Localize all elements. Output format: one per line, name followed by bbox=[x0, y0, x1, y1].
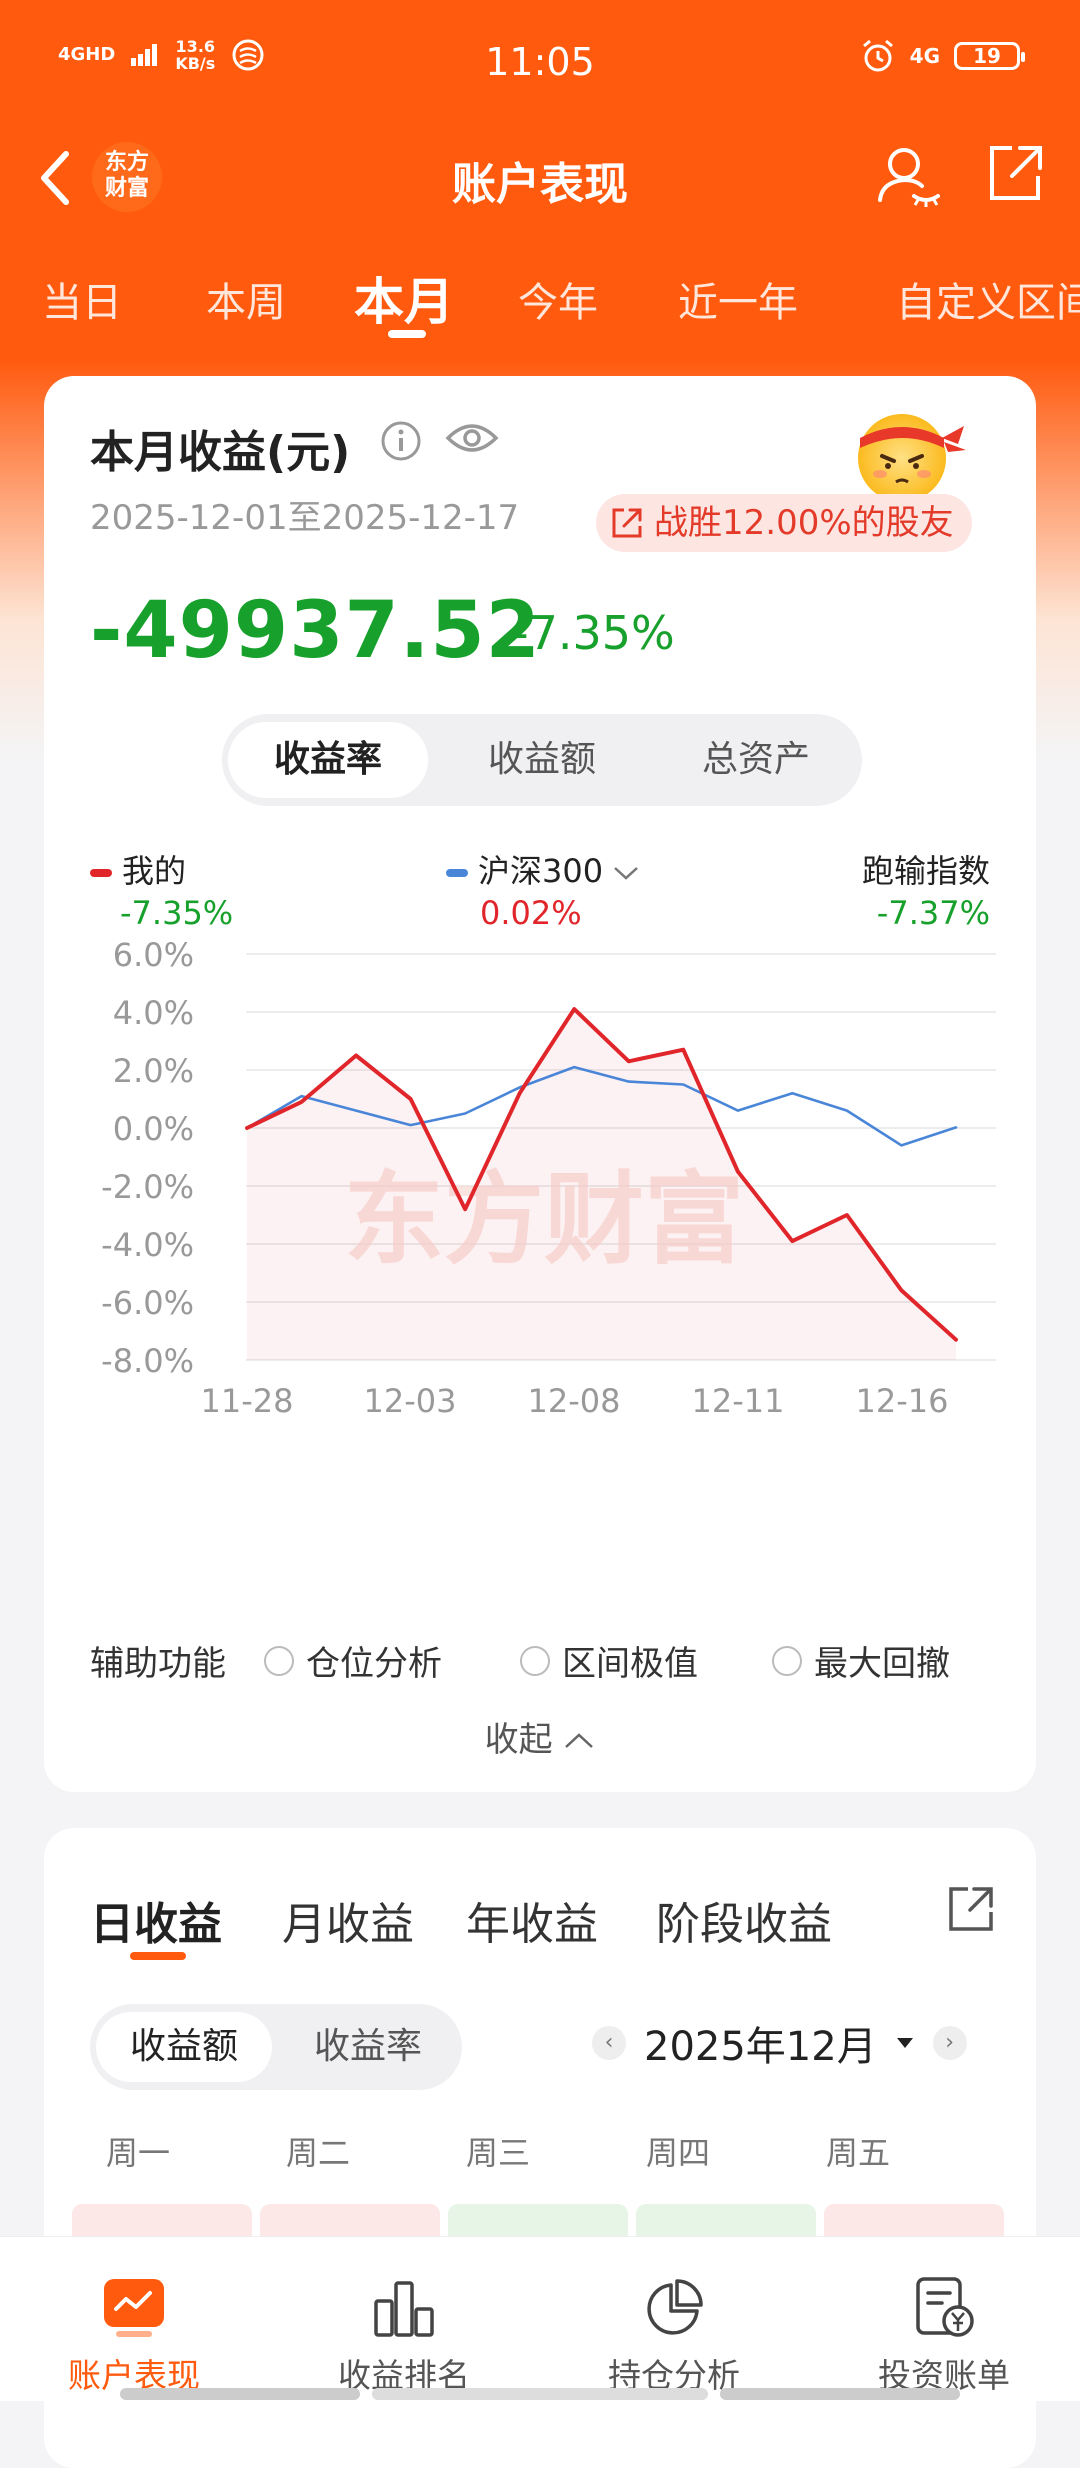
y-tick-label: -2.0% bbox=[101, 1168, 194, 1206]
status-bar: 4GHD 13.6 KB/s 11:05 4G 19 bbox=[0, 0, 1080, 120]
bottom-nav: 账户表现 收益排名 持仓分析 投资 bbox=[0, 2236, 1080, 2401]
y-tick-label: -4.0% bbox=[101, 1226, 194, 1264]
performance-chart: 6.0% 4.0% 2.0% 0.0% -2.0% -4.0% -6.0% -8.0%11-2… bbox=[44, 936, 1036, 1496]
radio-position[interactable] bbox=[264, 1646, 294, 1676]
x-tick-label: 12-03 bbox=[364, 1382, 457, 1420]
month-selector: ‹ 2025年12月 › bbox=[592, 2014, 967, 2072]
legend-mine-value: -7.35% bbox=[120, 894, 233, 932]
date-range: 2025-12-01至2025-12-17 bbox=[90, 490, 519, 539]
share-icon[interactable] bbox=[984, 142, 1046, 204]
beat-friends-badge[interactable]: 战胜12.00%的股友 bbox=[596, 494, 972, 552]
performance-icon bbox=[102, 2277, 166, 2339]
battery-indicator: 19 bbox=[954, 42, 1020, 70]
y-tick-label: 4.0% bbox=[113, 994, 194, 1032]
legend-index-swatch bbox=[446, 869, 468, 877]
chevron-down-icon bbox=[613, 864, 639, 882]
legend-mine: 我的 bbox=[90, 846, 186, 892]
monthly-summary-card: 本月收益(元) 2025-12-01至2025-12-17 战胜12.00%的股… bbox=[44, 376, 1036, 1792]
collapse-button[interactable]: 收起 bbox=[44, 1712, 1036, 1761]
share-small-icon bbox=[610, 506, 644, 540]
weekday-label: 周二 bbox=[228, 2128, 408, 2174]
nav-bar: 东方 财富 账户表现 bbox=[0, 120, 1080, 230]
bottom-nav-bills[interactable]: 投资账单 bbox=[836, 2263, 1052, 2397]
aux-option-position[interactable]: 仓位分析 bbox=[264, 1636, 442, 1685]
tab-today[interactable]: 当日 bbox=[42, 270, 122, 328]
aux-option-extremes[interactable]: 区间极值 bbox=[520, 1636, 698, 1685]
legend-diff-value: -7.37% bbox=[877, 894, 990, 932]
daily-tab-amount[interactable]: 收益额 bbox=[96, 2012, 272, 2082]
bill-icon bbox=[912, 2275, 976, 2339]
tab-last-year[interactable]: 近一年 bbox=[678, 270, 798, 328]
tab-yearly[interactable]: 年收益 bbox=[466, 1888, 598, 1952]
tab-monthly[interactable]: 月收益 bbox=[282, 1888, 414, 1952]
y-tick-label: 2.0% bbox=[113, 1052, 194, 1090]
pie-chart-icon bbox=[643, 2277, 705, 2339]
profit-percent: -7.35% bbox=[512, 606, 675, 660]
y-tick-label: -6.0% bbox=[101, 1284, 194, 1322]
metric-tab-assets[interactable]: 总资产 bbox=[656, 722, 856, 798]
daily-tab-rate[interactable]: 收益率 bbox=[280, 2012, 456, 2082]
x-tick-label: 11-28 bbox=[201, 1382, 294, 1420]
info-icon[interactable] bbox=[380, 420, 422, 462]
profit-amount: -49937.52 bbox=[90, 586, 541, 676]
home-indicator bbox=[372, 2388, 708, 2400]
bottom-nav-ranking[interactable]: 收益排名 bbox=[296, 2263, 512, 2397]
legend-index[interactable]: 沪深300 bbox=[446, 846, 639, 892]
weekday-label: 周一 bbox=[48, 2128, 228, 2174]
prev-month-icon[interactable]: ‹ bbox=[592, 2026, 626, 2060]
aux-option-drawdown[interactable]: 最大回撤 bbox=[772, 1636, 950, 1685]
eye-icon[interactable] bbox=[444, 416, 500, 460]
tab-daily[interactable]: 日收益 bbox=[90, 1888, 222, 1952]
tab-week[interactable]: 本周 bbox=[206, 270, 286, 328]
home-indicator bbox=[120, 2388, 360, 2400]
period-tabs: 当日 本周 本月 今年 近一年 自定义区间 bbox=[0, 262, 1080, 332]
tab-month[interactable]: 本月 bbox=[354, 262, 454, 334]
aux-label: 辅助功能 bbox=[90, 1636, 226, 1685]
bottom-nav-performance[interactable]: 账户表现 bbox=[26, 2263, 242, 2397]
month-label[interactable]: 2025年12月 bbox=[644, 2014, 877, 2072]
tab-custom[interactable]: 自定义区间 bbox=[896, 270, 1080, 328]
mascot-icon bbox=[848, 398, 968, 508]
weekday-label: 周五 bbox=[768, 2128, 948, 2174]
bottom-nav-holdings[interactable]: 持仓分析 bbox=[566, 2263, 782, 2397]
y-tick-label: -8.0% bbox=[101, 1342, 194, 1380]
daily-tab-indicator bbox=[130, 1952, 186, 1960]
alarm-icon bbox=[860, 38, 896, 74]
summary-title: 本月收益(元) bbox=[90, 416, 350, 480]
radio-extremes[interactable] bbox=[520, 1646, 550, 1676]
area-fill bbox=[247, 1009, 956, 1360]
share-icon[interactable] bbox=[946, 1884, 996, 1934]
x-tick-label: 12-16 bbox=[856, 1382, 949, 1420]
metric-tab-rate[interactable]: 收益率 bbox=[228, 722, 428, 798]
network-type: 4G bbox=[910, 44, 940, 68]
weekday-label: 周四 bbox=[588, 2128, 768, 2174]
user-privacy-icon[interactable] bbox=[874, 142, 940, 208]
legend-diff: 跑输指数 bbox=[862, 846, 990, 892]
tab-year[interactable]: 今年 bbox=[518, 270, 598, 328]
daily-metric-control: 收益额 收益率 bbox=[90, 2004, 462, 2090]
x-tick-label: 12-11 bbox=[692, 1382, 785, 1420]
x-tick-label: 12-08 bbox=[528, 1382, 621, 1420]
chevron-up-icon bbox=[563, 1731, 595, 1751]
legend-mine-swatch bbox=[90, 869, 112, 877]
tab-stage[interactable]: 阶段收益 bbox=[656, 1888, 832, 1952]
radio-drawdown[interactable] bbox=[772, 1646, 802, 1676]
bar-chart-icon bbox=[372, 2279, 436, 2339]
aux-functions: 辅助功能 仓位分析 区间极值 最大回撤 bbox=[90, 1636, 226, 1685]
metric-segmented-control: 收益率 收益额 总资产 bbox=[222, 714, 862, 806]
next-month-icon[interactable]: › bbox=[933, 2026, 967, 2060]
tab-indicator bbox=[388, 330, 426, 338]
home-indicator bbox=[720, 2388, 960, 2400]
legend-index-value: 0.02% bbox=[480, 894, 582, 932]
y-tick-label: 0.0% bbox=[113, 1110, 194, 1148]
metric-tab-amount[interactable]: 收益额 bbox=[442, 722, 642, 798]
y-tick-label: 6.0% bbox=[113, 936, 194, 974]
caret-down-icon[interactable] bbox=[895, 2036, 915, 2050]
weekday-label: 周三 bbox=[408, 2128, 588, 2174]
